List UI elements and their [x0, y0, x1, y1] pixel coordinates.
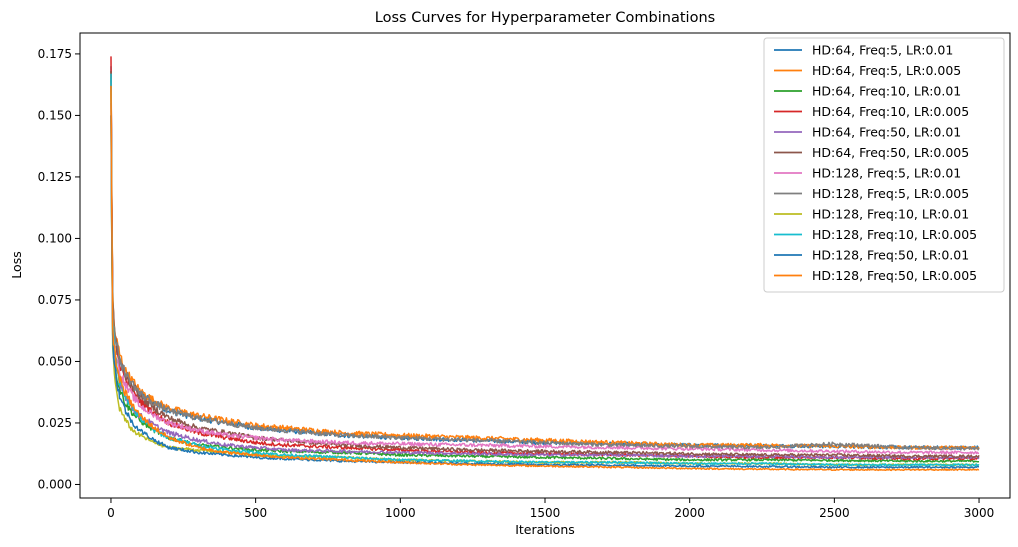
y-tick-label: 0.125 — [38, 170, 72, 184]
legend-entry-label: HD:64, Freq:10, LR:0.01 — [812, 84, 961, 99]
series-line-11 — [110, 115, 980, 469]
chart-title: Loss Curves for Hyperparameter Combinati… — [375, 10, 715, 26]
legend-entry-label: HD:64, Freq:5, LR:0.01 — [812, 43, 953, 58]
legend-entry-label: HD:128, Freq:10, LR:0.01 — [812, 207, 969, 222]
y-tick-label: 0.150 — [38, 108, 72, 122]
y-tick-label: 0.075 — [38, 293, 72, 307]
y-axis-ticks: 0.000 0.025 0.050 0.075 0.100 0.125 0.150 0.175 — [38, 47, 80, 491]
legend-frame — [763, 37, 1005, 293]
series-line-7 — [110, 90, 980, 455]
x-tick-label: 2000 — [674, 506, 705, 520]
y-tick-label: 0.100 — [38, 231, 72, 245]
legend-entry-label: HD:128, Freq:50, LR:0.01 — [812, 248, 969, 263]
x-tick-label: 3000 — [964, 506, 995, 520]
legend-entry-label: HD:64, Freq:10, LR:0.005 — [812, 104, 969, 119]
x-tick-label: 1500 — [530, 506, 561, 520]
legend-entry-label: HD:64, Freq:5, LR:0.005 — [812, 63, 961, 78]
series-line-12 — [110, 85, 980, 472]
y-tick-label: 0.000 — [38, 477, 72, 491]
x-tick-label: 500 — [244, 506, 267, 520]
legend: HD:64, Freq:5, LR:0.01 HD:64, Freq:5, LR:… — [763, 37, 1005, 293]
series-line-3 — [110, 115, 980, 463]
y-tick-label: 0.175 — [38, 47, 72, 61]
y-axis-label: Loss — [9, 251, 24, 278]
series-line-10 — [110, 73, 980, 467]
x-tick-label: 0 — [107, 506, 115, 520]
x-axis-label: Iterations — [515, 522, 575, 537]
legend-entry-label: HD:128, Freq:5, LR:0.01 — [812, 166, 961, 181]
plot-series — [110, 56, 980, 472]
y-tick-label: 0.050 — [38, 354, 72, 368]
y-tick-label: 0.025 — [38, 416, 72, 430]
x-tick-label: 1000 — [385, 506, 416, 520]
legend-entry-label: HD:128, Freq:10, LR:0.005 — [812, 227, 977, 242]
legend-entry-label: HD:64, Freq:50, LR:0.01 — [812, 125, 961, 140]
x-axis-ticks: 0 500 1000 1500 2000 2500 3000 — [107, 498, 994, 520]
legend-entry-label: HD:128, Freq:5, LR:0.005 — [812, 186, 969, 201]
legend-entry-label: HD:128, Freq:50, LR:0.005 — [812, 268, 977, 283]
series-line-8 — [110, 78, 980, 451]
series-line-5 — [110, 103, 980, 460]
x-tick-label: 2500 — [819, 506, 850, 520]
legend-entry-label: HD:64, Freq:50, LR:0.005 — [812, 145, 969, 160]
